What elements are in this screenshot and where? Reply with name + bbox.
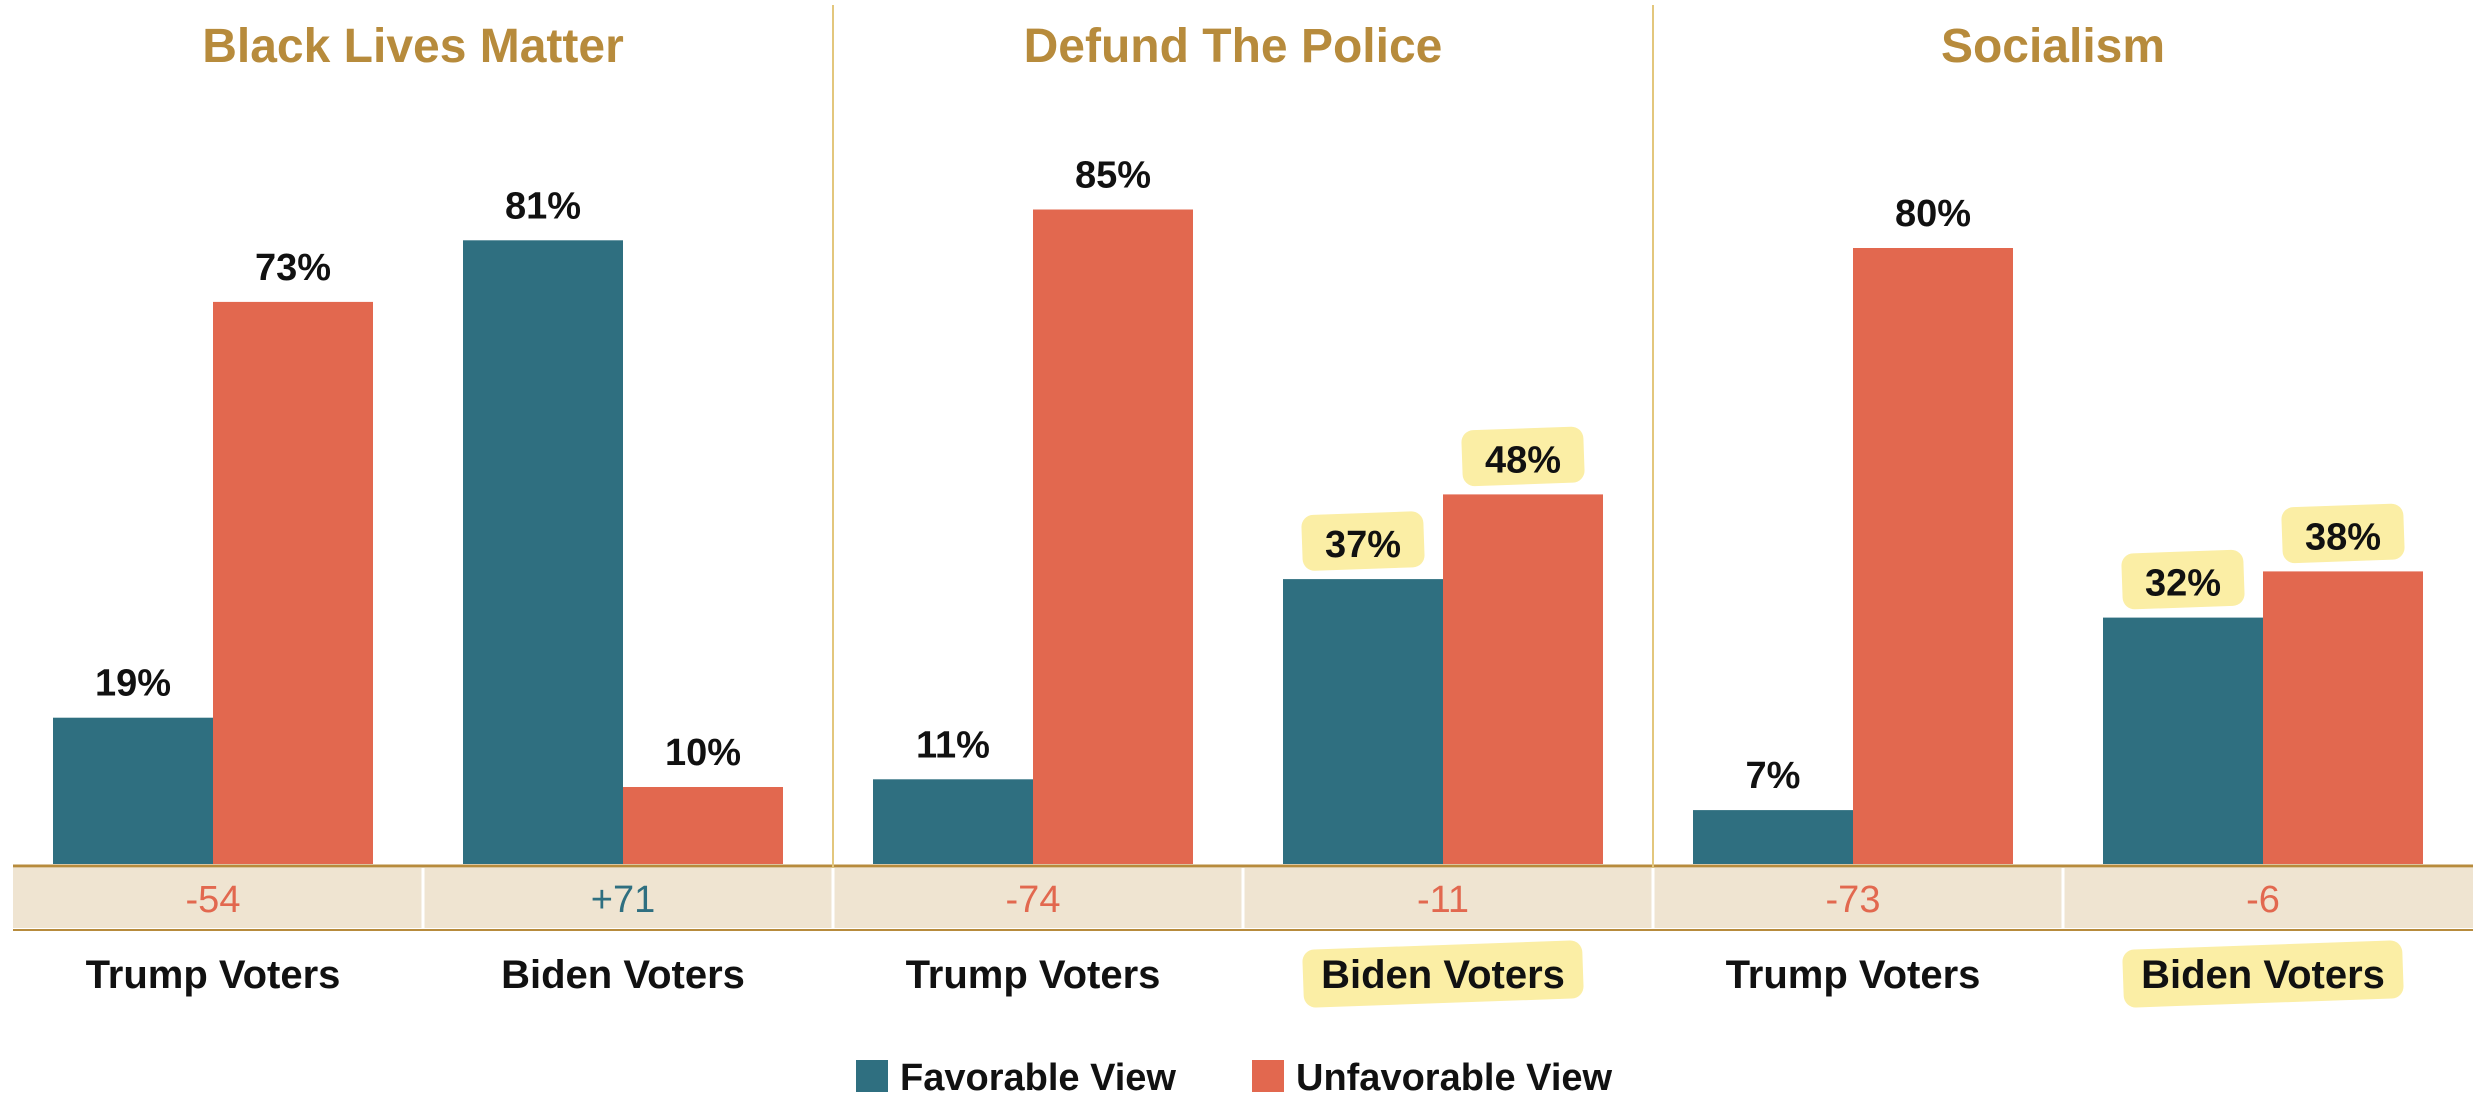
legend-swatch-favorable: [856, 1060, 888, 1092]
bar-favorable: [1283, 579, 1443, 864]
value-label-unfavorable: 48%: [1485, 439, 1561, 481]
bar-unfavorable: [1853, 248, 2013, 864]
bar-favorable: [1693, 810, 1853, 864]
bar-unfavorable: [1033, 209, 1193, 864]
value-label-unfavorable: 73%: [255, 247, 331, 289]
category-label-highlight: [1302, 940, 1584, 1008]
category-label-highlight: [2122, 940, 2404, 1008]
bar-unfavorable: [623, 787, 783, 864]
category-label: Biden Voters: [2141, 953, 2385, 997]
panel-title: Black Lives Matter: [202, 20, 624, 73]
net-value: -11: [1417, 879, 1469, 921]
bar-favorable: [53, 717, 213, 864]
category-label: Trump Voters: [906, 953, 1161, 997]
value-label-unfavorable: 85%: [1075, 155, 1151, 197]
value-label-highlight: [2281, 503, 2405, 564]
legend-label-favorable: Favorable View: [900, 1057, 1176, 1099]
panel-title: Socialism: [1941, 20, 2165, 73]
bar-favorable: [2103, 617, 2263, 864]
bar-favorable: [463, 240, 623, 865]
value-label-highlight: [2121, 549, 2245, 610]
net-value: +71: [591, 879, 655, 921]
net-value: -73: [1826, 879, 1881, 921]
bar-favorable: [873, 779, 1033, 864]
bar-unfavorable: [2263, 571, 2423, 864]
value-label-favorable: 81%: [505, 185, 581, 227]
value-label-unfavorable: 38%: [2305, 516, 2381, 558]
value-label-highlight: [1301, 511, 1425, 571]
legend-swatch-unfavorable: [1252, 1060, 1284, 1092]
bar-unfavorable: [1443, 494, 1603, 864]
category-label: Biden Voters: [501, 953, 745, 997]
value-label-unfavorable: 80%: [1895, 193, 1971, 235]
category-label: Trump Voters: [86, 953, 341, 997]
category-label: Trump Voters: [1726, 953, 1981, 997]
value-label-unfavorable: 10%: [665, 732, 741, 774]
value-label-favorable: 11%: [916, 724, 990, 766]
bar-unfavorable: [213, 301, 373, 864]
value-label-highlight: [1461, 426, 1585, 487]
value-label-favorable: 32%: [2145, 563, 2221, 605]
value-label-favorable: 7%: [1746, 755, 1801, 797]
net-value: -6: [2246, 879, 2280, 921]
value-label-favorable: 19%: [95, 663, 171, 705]
legend-label-unfavorable: Unfavorable View: [1296, 1057, 1613, 1099]
panel-title: Defund The Police: [1024, 20, 1443, 73]
net-value: -54: [186, 879, 241, 921]
category-label: Biden Voters: [1321, 953, 1565, 997]
value-label-favorable: 37%: [1325, 524, 1401, 566]
net-value: -74: [1006, 879, 1061, 921]
